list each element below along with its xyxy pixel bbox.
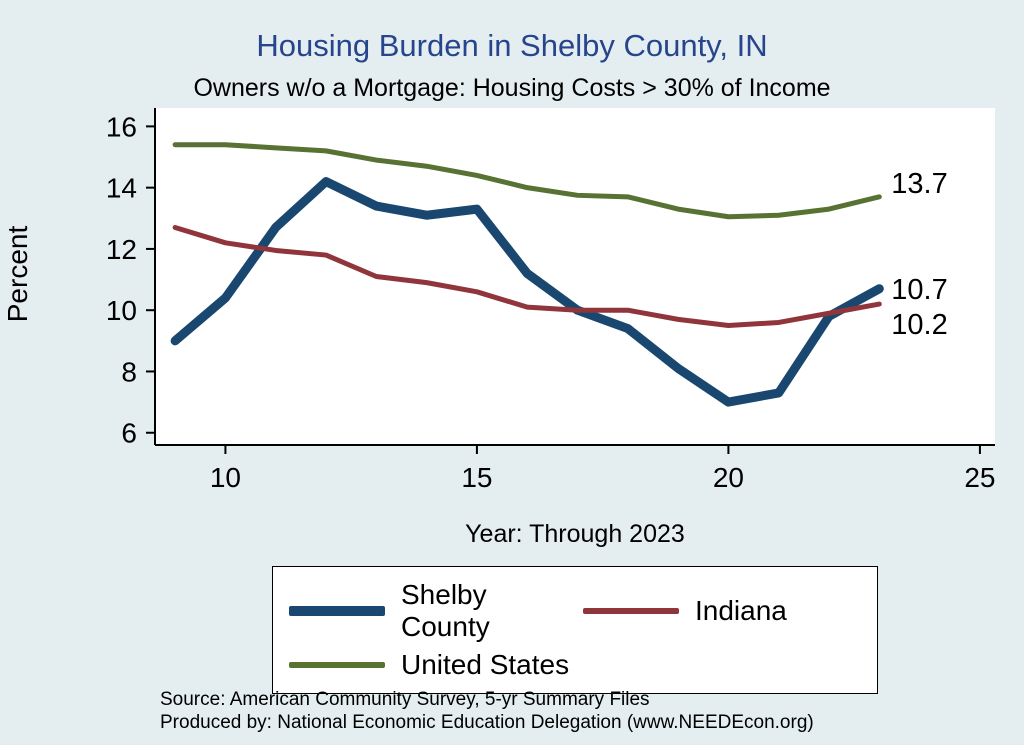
y-tick-label: 6 xyxy=(121,418,137,449)
legend-label-shelby-county: Shelby County xyxy=(401,579,490,642)
series-line-united-states xyxy=(172,142,882,220)
y-tick-label: 12 xyxy=(106,234,137,265)
series-line-shelby-county xyxy=(170,177,884,407)
y-tick-label: 8 xyxy=(121,356,137,387)
source-line: Source: American Community Survey, 5-yr … xyxy=(160,689,650,710)
indiana-line-swatch xyxy=(583,608,679,614)
chart-title: Housing Burden in Shelby County, IN xyxy=(256,28,768,63)
plot-background xyxy=(155,108,995,445)
x-tick-label: 10 xyxy=(210,462,241,493)
produced-by-line: Produced by: National Economic Education… xyxy=(160,712,814,733)
x-tick-label: 25 xyxy=(964,462,995,493)
end-value-label-united-states: 13.7 xyxy=(891,168,947,200)
series-line-indiana xyxy=(172,224,882,329)
y-tick-label: 16 xyxy=(106,111,137,142)
united-states-line-swatch xyxy=(289,662,385,668)
legend-label-indiana: Indiana xyxy=(695,595,787,626)
legend-label-united-states: United States xyxy=(401,649,570,680)
shelby-county-line-swatch xyxy=(289,606,385,616)
x-axis-label: Year: Through 2023 xyxy=(465,520,685,548)
chart-subtitle: Owners w/o a Mortgage: Housing Costs > 3… xyxy=(193,74,831,102)
y-tick-label: 14 xyxy=(106,173,137,204)
end-value-label-shelby-county: 10.7 xyxy=(891,274,947,306)
y-tick-label: 10 xyxy=(106,295,137,326)
legend: Shelby County Indiana United States xyxy=(272,566,878,694)
x-tick-label: 20 xyxy=(713,462,744,493)
legend-entry-united-states: United States xyxy=(289,649,583,681)
end-value-label-indiana: 10.2 xyxy=(891,309,947,341)
source-note: Source: American Community Survey, 5-yr … xyxy=(160,688,960,734)
x-tick-label: 15 xyxy=(461,462,492,493)
legend-entry-shelby-county: Shelby County xyxy=(289,579,583,643)
legend-entry-indiana: Indiana xyxy=(583,579,877,643)
